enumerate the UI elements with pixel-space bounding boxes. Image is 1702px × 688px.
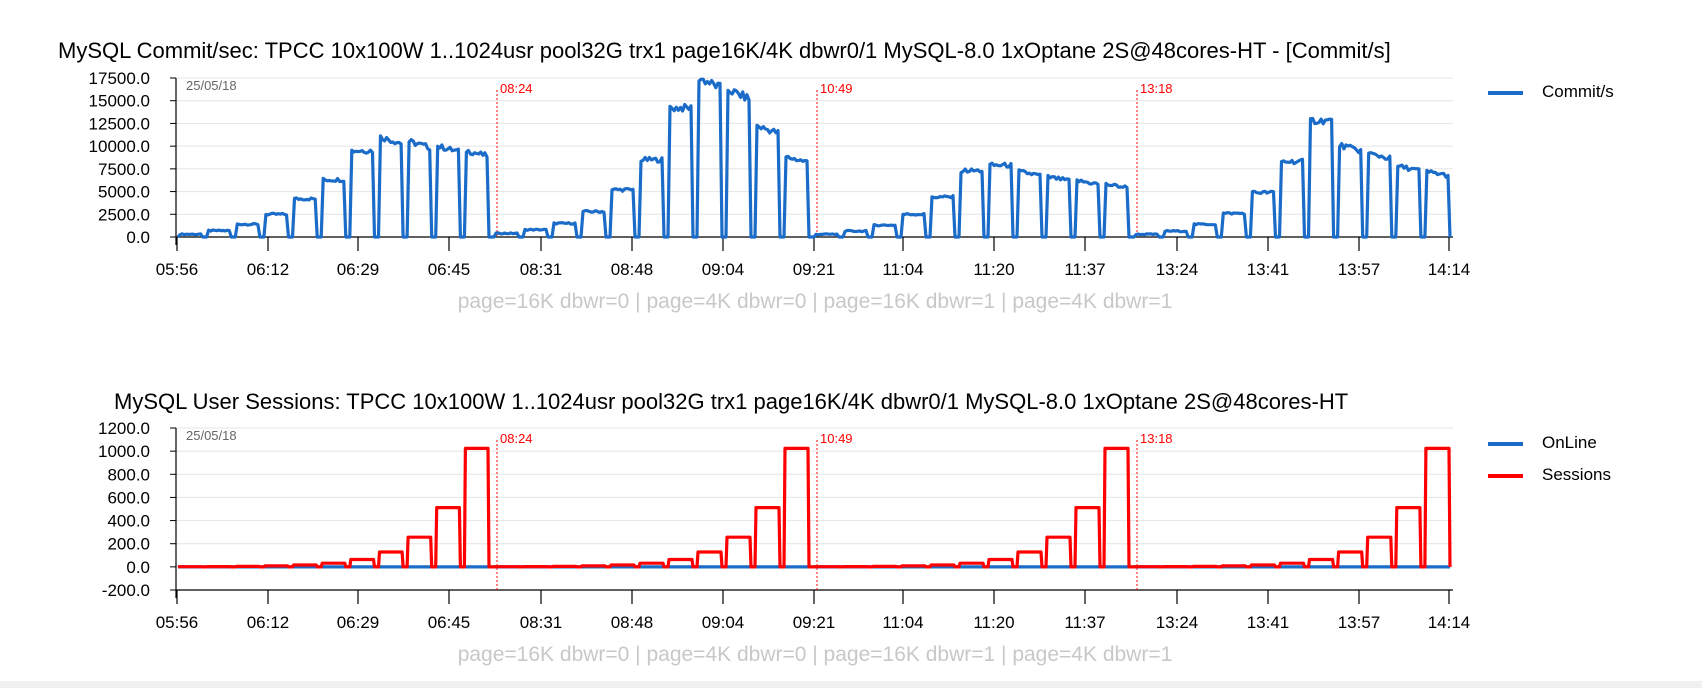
sessions-chart: MySQL User Sessions: TPCC 10x100W 1..102…: [0, 345, 1702, 680]
time-marker-label: 08:24: [500, 431, 533, 446]
commit-chart-plot: 0.0 2500.0 5000.0 7500.0 10000.0 12500.0 15000…: [89, 69, 1471, 313]
x-tick-label: 13:41: [1247, 260, 1290, 279]
y-tick-label: 15000.0: [89, 92, 150, 111]
series-line-commit-s: [176, 77, 1452, 239]
x-tick-label: 08:31: [520, 613, 563, 632]
date-label: 25/05/18: [186, 428, 237, 443]
y-tick-label: 12500.0: [89, 114, 150, 133]
x-tick-label: 06:12: [247, 260, 290, 279]
x-tick-label: 08:31: [520, 260, 563, 279]
legend-swatch: [1488, 442, 1523, 446]
x-tick-label: 13:57: [1338, 613, 1381, 632]
x-tick-label: 08:48: [611, 613, 654, 632]
x-tick-label: 11:04: [882, 613, 923, 632]
y-tick-label: 400.0: [107, 512, 150, 531]
x-tick-label: 11:37: [1064, 260, 1105, 279]
x-tick-label: 14:14: [1428, 260, 1471, 279]
y-tick-label: 800.0: [107, 465, 150, 484]
x-tick-label: 09:04: [702, 613, 745, 632]
legend-swatch: [1488, 474, 1523, 478]
y-tick-label: 7500.0: [98, 160, 150, 179]
x-tick-label: 13:41: [1247, 613, 1290, 632]
legend-swatch: [1488, 91, 1523, 95]
x-tick-label: 06:45: [428, 613, 471, 632]
commit-chart: MySQL Commit/sec: TPCC 10x100W 1..1024us…: [0, 0, 1702, 330]
y-tick-label: 1200.0: [98, 419, 150, 438]
legend-label: OnLine: [1542, 433, 1597, 452]
x-axis-label: page=16K dbwr=0 | page=4K dbwr=0 | page=…: [458, 290, 1173, 313]
x-tick-label: 06:29: [337, 260, 380, 279]
time-marker-label: 10:49: [820, 431, 853, 446]
x-tick-label: 11:04: [882, 260, 923, 279]
time-marker-label: 10:49: [820, 81, 853, 96]
x-tick-label: 13:24: [1156, 613, 1199, 632]
x-tick-label: 09:04: [702, 260, 745, 279]
time-marker-label: 13:18: [1140, 431, 1173, 446]
x-tick-label: 09:21: [793, 613, 836, 632]
x-tick-label: 11:20: [973, 260, 1014, 279]
x-tick-label: 11:37: [1064, 613, 1105, 632]
x-tick-label: 09:21: [793, 260, 836, 279]
y-tick-label: 2500.0: [98, 205, 150, 224]
x-tick-label: 06:45: [428, 260, 471, 279]
y-tick-label: 200.0: [107, 535, 150, 554]
chart-title: MySQL Commit/sec: TPCC 10x100W 1..1024us…: [58, 38, 1391, 63]
time-marker-label: 13:18: [1140, 81, 1173, 96]
legend-label: Commit/s: [1542, 82, 1614, 101]
x-tick-label: 05:56: [156, 260, 199, 279]
y-tick-label: 10000.0: [89, 137, 150, 156]
legend-label: Sessions: [1542, 465, 1611, 484]
x-tick-label: 11:20: [973, 613, 1014, 632]
date-label: 25/05/18: [186, 78, 237, 93]
x-tick-label: 08:48: [611, 260, 654, 279]
footer-bar: [0, 681, 1702, 688]
y-tick-label: 1000.0: [98, 442, 150, 461]
x-tick-label: 13:57: [1338, 260, 1381, 279]
time-marker-label: 08:24: [500, 81, 533, 96]
y-tick-label: 5000.0: [98, 183, 150, 202]
y-tick-label: 0.0: [126, 558, 150, 577]
series-line-sessions: [177, 446, 1452, 569]
sessions-chart-plot: -200.0 0.0 200.0 400.0 600.0 800.0 1000.0 1200.…: [98, 419, 1471, 666]
x-tick-label: 05:56: [156, 613, 199, 632]
x-tick-label: 13:24: [1156, 260, 1199, 279]
x-tick-label: 06:29: [337, 613, 380, 632]
y-tick-label: 0.0: [126, 228, 150, 247]
chart-title: MySQL User Sessions: TPCC 10x100W 1..102…: [114, 389, 1349, 414]
x-axis-label: page=16K dbwr=0 | page=4K dbwr=0 | page=…: [458, 643, 1173, 666]
y-tick-label: 600.0: [107, 488, 150, 507]
x-tick-label: 06:12: [247, 613, 290, 632]
y-tick-label: -200.0: [102, 581, 150, 600]
y-tick-label: 17500.0: [89, 69, 150, 88]
x-tick-label: 14:14: [1428, 613, 1471, 632]
